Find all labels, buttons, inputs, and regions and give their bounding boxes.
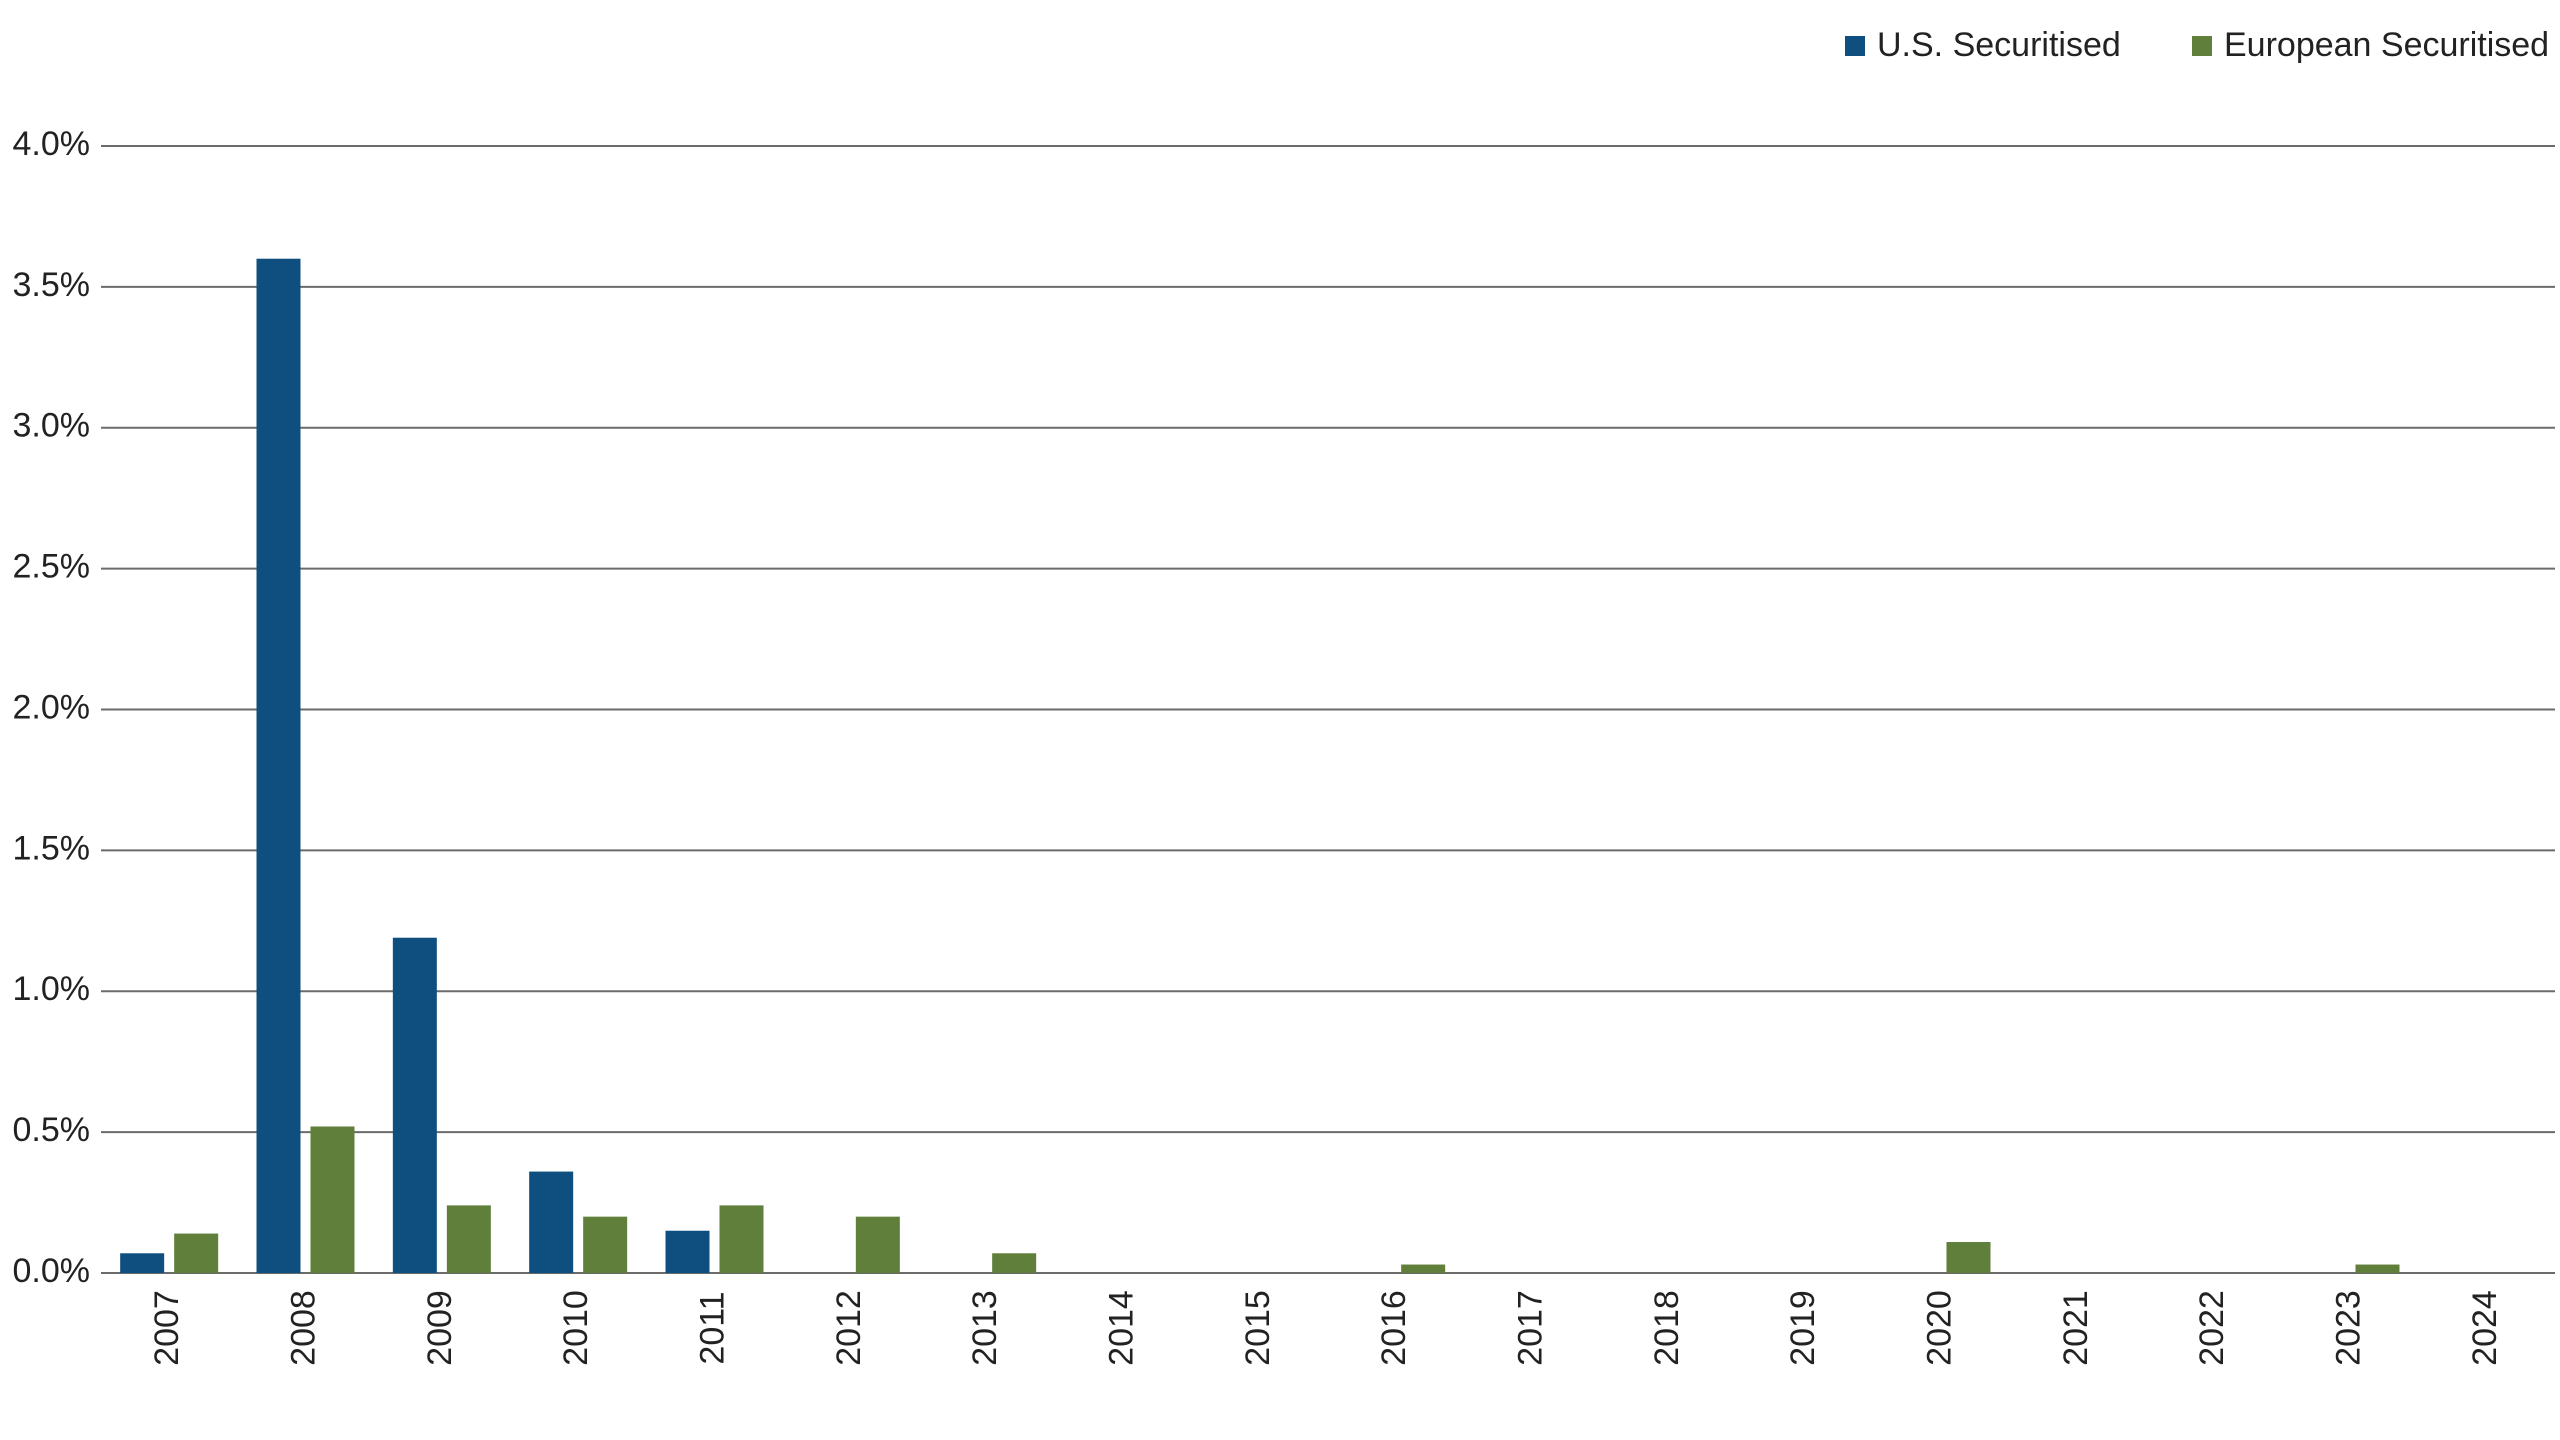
x-tick-label: 2019 — [1784, 1290, 1822, 1366]
x-tick-label: 2014 — [1102, 1290, 1140, 1366]
bar — [992, 1253, 1037, 1273]
x-tick-label: 2010 — [557, 1290, 595, 1366]
x-tick-label: 2022 — [2193, 1290, 2231, 1366]
bar — [583, 1216, 628, 1273]
x-tick-label: 2012 — [830, 1290, 868, 1366]
bar — [855, 1216, 900, 1273]
legend-marker — [1845, 36, 1865, 56]
x-tick-label: 2020 — [1920, 1290, 1958, 1366]
x-tick-label: 2011 — [693, 1291, 731, 1364]
y-tick-label: 0.0% — [13, 1252, 91, 1290]
bar — [174, 1233, 219, 1273]
bar — [719, 1205, 764, 1273]
bar — [1946, 1242, 1991, 1273]
bar — [665, 1230, 710, 1273]
y-tick-label: 3.5% — [13, 266, 91, 304]
y-tick-label: 3.0% — [13, 407, 91, 445]
x-tick-label: 2007 — [148, 1290, 186, 1366]
y-tick-label: 2.0% — [13, 688, 91, 726]
x-tick-label: 2008 — [284, 1290, 322, 1366]
x-tick-label: 2024 — [2466, 1290, 2504, 1366]
bar — [256, 258, 301, 1273]
x-tick-label: 2017 — [1511, 1290, 1549, 1366]
x-tick-label: 2015 — [1239, 1290, 1277, 1366]
bar — [120, 1253, 165, 1273]
legend-marker — [2192, 36, 2212, 56]
x-tick-label: 2018 — [1648, 1290, 1686, 1366]
y-tick-label: 4.0% — [13, 125, 91, 163]
bar — [310, 1126, 355, 1273]
x-tick-label: 2016 — [1375, 1290, 1413, 1366]
x-tick-label: 2013 — [966, 1290, 1004, 1366]
bar — [2355, 1264, 2400, 1273]
bar — [446, 1205, 491, 1273]
bar — [392, 937, 437, 1273]
y-tick-label: 2.5% — [13, 548, 91, 586]
legend-label: U.S. Securitised — [1877, 26, 2121, 64]
x-tick-label: 2023 — [2329, 1290, 2367, 1366]
bar — [529, 1171, 574, 1273]
bar — [1401, 1264, 1446, 1273]
x-tick-label: 2009 — [421, 1290, 459, 1366]
legend-label: European Securitised — [2224, 26, 2549, 64]
y-tick-label: 0.5% — [13, 1111, 91, 1149]
y-tick-label: 1.5% — [13, 829, 91, 867]
y-tick-label: 1.0% — [13, 970, 91, 1008]
x-tick-label: 2021 — [2057, 1290, 2095, 1366]
